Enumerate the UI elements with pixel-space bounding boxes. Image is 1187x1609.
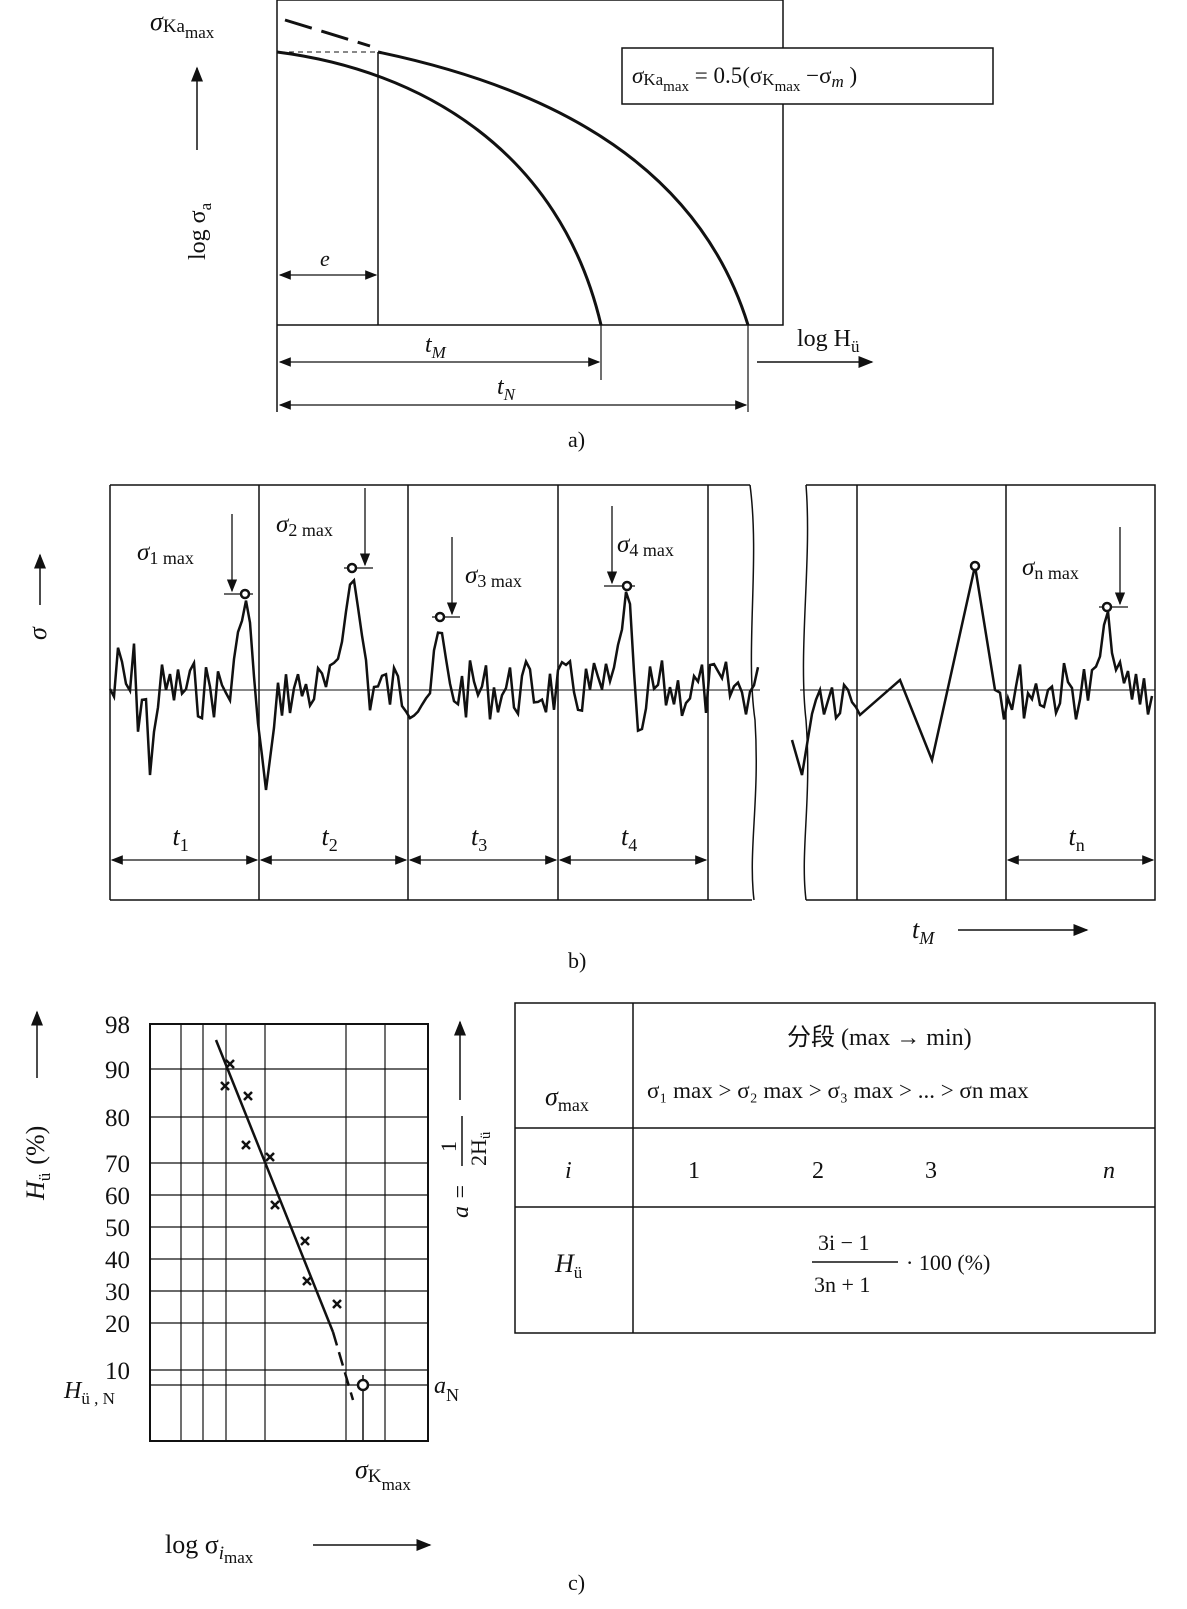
a-numerator: 1 xyxy=(436,1141,461,1152)
y-tick-label: 30 xyxy=(105,1279,130,1306)
sigma-ka-max-label: σKamax xyxy=(150,7,215,42)
caption-c: c) xyxy=(568,1570,585,1595)
a-formula-label: a = 1 2Hü xyxy=(436,1116,494,1218)
table-header-title: 分段 (max → min) xyxy=(787,1024,972,1051)
break-line-left xyxy=(749,484,757,901)
formula-denominator: 3n + 1 xyxy=(814,1272,870,1297)
formula-tail: · 100 (%) xyxy=(906,1250,990,1275)
data-point-x xyxy=(300,1236,310,1246)
i-value-n: n xyxy=(1103,1158,1115,1184)
y-tick-label: 10 xyxy=(105,1358,130,1385)
y-tick-label: 98 xyxy=(105,1012,130,1039)
fit-line xyxy=(214,1039,335,1333)
interval-label: tn xyxy=(1069,822,1085,855)
panel-c: 98 90 80 70 60 50 40 30 20 10 Hü , N aN σKmax Hü(… xyxy=(21,1010,585,1595)
caption-b: b) xyxy=(568,948,586,973)
data-point-x xyxy=(270,1200,280,1210)
a-equals: a = xyxy=(448,1184,474,1218)
a-denominator: 2Hü xyxy=(466,1131,494,1166)
row-sigma-ordering: σ₁ max > σ₂ max > σ₃ max > ... > σn max xyxy=(647,1078,1029,1103)
panel-a: σKamax log σa σKamax = 0.5(σKmax −σm ) e… xyxy=(150,0,994,452)
interval-label: t2 xyxy=(322,822,338,855)
interval-label: t3 xyxy=(471,822,487,855)
curve-tN xyxy=(377,50,750,326)
panel-b: σ σ1 max σ2 max σ3 max σ4 max σn max t1 t2 t3 t… xyxy=(23,484,1156,973)
sigma-axis-label: σ xyxy=(23,626,52,640)
row-i-label: i xyxy=(565,1158,572,1184)
data-point-x xyxy=(225,1059,235,1069)
log-H-label: log Hü xyxy=(797,326,860,356)
y-tick-label: 20 xyxy=(105,1311,130,1338)
peak-marker xyxy=(239,588,251,600)
peak-label: σn max xyxy=(1022,554,1079,583)
extrapolation-dashed xyxy=(284,18,371,48)
y-tick-label: 40 xyxy=(105,1247,130,1274)
signal-trace-right xyxy=(790,565,1154,776)
peak-marker xyxy=(434,611,446,623)
data-point-x xyxy=(243,1091,253,1101)
peak-label: σ3 max xyxy=(465,562,522,591)
table-grid xyxy=(514,1002,1156,1334)
sigma-kmax-label: σKmax xyxy=(355,1455,411,1494)
probability-grid xyxy=(149,1023,429,1442)
peak-marker xyxy=(1101,601,1113,613)
y-tick-label: 80 xyxy=(105,1105,130,1132)
hu-table: 分段 (max → min) σmax σ₁ max > σ₂ max > σ₃… xyxy=(514,1002,1156,1334)
y-tick-label: 60 xyxy=(105,1183,130,1210)
curve-tM xyxy=(276,50,603,326)
signal-trace-left xyxy=(108,577,760,791)
row-hu-label: Hü xyxy=(554,1249,583,1282)
data-point-x xyxy=(332,1299,342,1309)
y-tick-label: 50 xyxy=(105,1215,130,1242)
an-label: aN xyxy=(434,1373,459,1405)
dim-tN-label: tN xyxy=(497,374,517,404)
interval-label: t4 xyxy=(621,822,637,855)
peak-label: σ4 max xyxy=(617,531,674,560)
data-point-x xyxy=(302,1276,312,1286)
H-percent-label: Hü(%) xyxy=(21,1126,54,1201)
data-point-x xyxy=(220,1081,230,1091)
formula-box xyxy=(621,47,994,105)
y-tick-label: 90 xyxy=(105,1057,130,1084)
formula-numerator: 3i − 1 xyxy=(818,1230,870,1255)
dim-e-label: e xyxy=(320,246,330,271)
log-sigma-imax-label: log σimax xyxy=(165,1530,254,1567)
formula-text: σKamax = 0.5(σKmax −σm ) xyxy=(632,63,857,95)
i-value-2: 2 xyxy=(812,1158,824,1184)
peak-marker xyxy=(969,560,981,572)
peak-label: σ2 max xyxy=(276,511,333,540)
peak-marker xyxy=(621,580,633,592)
caption-a: a) xyxy=(568,427,585,452)
peak-marker xyxy=(346,562,358,574)
tM-axis-label: tM xyxy=(912,915,935,948)
data-point-x xyxy=(265,1152,275,1162)
peak-label: σ1 max xyxy=(137,539,194,568)
panel-a-frame xyxy=(276,0,784,412)
fit-line-extrapolated xyxy=(331,1331,355,1401)
i-value-3: 3 xyxy=(925,1158,937,1184)
panel-b-left-frame xyxy=(109,484,752,901)
dim-tM-label: tM xyxy=(425,332,447,362)
failure-point xyxy=(356,1378,370,1392)
data-point-x xyxy=(241,1140,251,1150)
i-value-1: 1 xyxy=(688,1158,700,1184)
panel-b-right-frame xyxy=(802,484,1156,901)
log-sigma-a-label: log σa xyxy=(185,202,215,260)
hun-label: Hü , N xyxy=(63,1378,115,1408)
y-tick-label: 70 xyxy=(105,1151,130,1178)
row-sigma-max-label: σmax xyxy=(545,1082,589,1115)
interval-label: t1 xyxy=(173,822,189,855)
